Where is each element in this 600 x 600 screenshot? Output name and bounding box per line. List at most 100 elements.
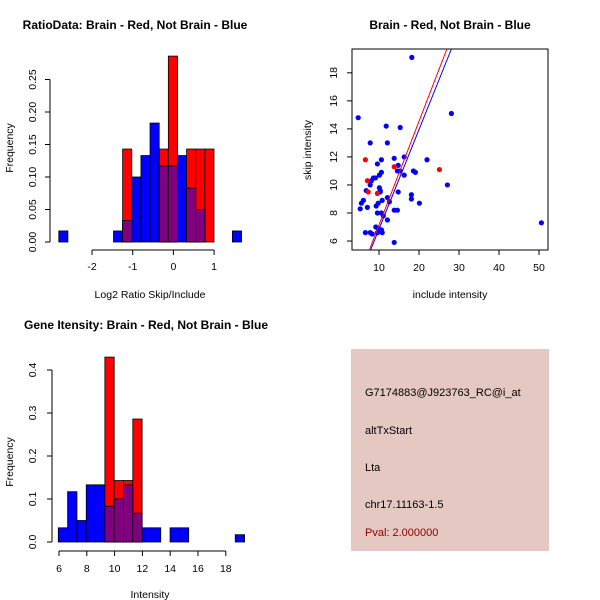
info-panel: G7174883@J923763_RC@i_at altTxStart Lta … [351,349,549,551]
not-brain-point [369,231,375,237]
not-brain-point [368,178,374,184]
not-brain-bar-5 [149,122,160,243]
y-tick-label: 12 [328,151,340,163]
not-brain-bar-8 [177,155,188,243]
y-tick-label: 0.1 [27,492,39,507]
not-brain-point [379,230,385,236]
y-tick-label: 0.05 [27,199,39,220]
not-brain-point [395,162,401,168]
not-brain-point [416,200,422,206]
not-brain-bar-4 [140,155,151,243]
not-brain-point [397,124,403,131]
x-tick-label: 1 [211,261,217,273]
not-brain-point [384,140,390,146]
gene-name: Lta [365,462,381,474]
not-brain-bar-0 [57,527,69,543]
gene-intensity-ylabel: Frequency [4,436,16,486]
event-type: altTxStart [365,425,412,437]
not-brain-point [383,123,389,129]
not-brain-bar-9 [141,527,152,543]
probe-id: G7174883@J923763_RC@i_at [365,387,521,399]
not-brain-bar-13 [234,534,245,543]
y-tick-label: 0.3 [27,406,39,421]
not-brain-point [364,204,370,210]
ratio-ylabel: Frequency [4,122,16,172]
not-brain-bar-2 [76,520,87,543]
overlap-bar-1 [158,165,169,243]
y-tick-label: 0.00 [27,232,39,253]
pval: Pval: 2.000000 [365,527,438,539]
info-background [351,349,549,551]
not-brain-point [357,206,363,212]
x-tick-label: -2 [87,261,96,273]
gene-intensity-histogram: Gene Itensity: Brain - Red, Not Brain - … [4,318,268,600]
brain-fit-line [368,48,448,251]
not-brain-point [409,54,415,61]
not-brain-point [378,157,384,163]
x-tick-label: 8 [84,563,90,575]
y-tick-label: 8 [328,210,340,216]
y-tick-label: 0.10 [27,167,39,188]
not-brain-point [376,172,382,178]
ratio-axes: 0.00 0.05 0.10 0.15 0.20 0.25 -2 -1 0 1 [27,69,217,273]
not-brain-point [412,169,418,175]
overlap-bar-2 [167,165,178,243]
y-tick-label: 0.25 [27,69,39,90]
not-brain-point [367,182,373,188]
scatter-title: Brain - Red, Not Brain - Blue [369,18,531,32]
not-brain-point [384,217,390,223]
x-tick-label: 16 [192,563,204,575]
scatter-xlabel: include intensity [413,289,488,301]
overlap-bar-2 [123,484,134,543]
x-tick-label: 6 [56,563,62,575]
y-tick-label: 0.4 [27,363,39,378]
not-brain-point [391,155,397,161]
brain-point [436,166,442,173]
not-brain-bar-3 [131,176,142,243]
y-tick-label: 14 [328,123,340,135]
x-tick-label: 50 [533,262,545,274]
gene-intensity-bars [57,356,245,543]
not-brain-point [373,203,379,209]
ratio-histogram: RatioData: Brain - Red, Not Brain - Blue… [4,18,248,301]
not-brain-point [379,197,385,203]
y-tick-label: 0.0 [27,535,39,550]
x-tick-label: 18 [220,563,232,575]
y-tick-label: 0.20 [27,102,39,123]
overlap-bar-3 [132,512,143,543]
scatter-marks [355,48,545,251]
brain-point [365,189,371,195]
y-tick-label: 6 [328,238,340,244]
not-brain-bar-1 [113,230,124,243]
overlap-bar-1 [113,498,124,543]
not-brain-point [444,182,450,188]
not-brain-bar-11 [231,230,242,243]
y-tick-label: 0.2 [27,449,39,464]
scatter-axes: 10 20 30 40 50 6 8 10 12 14 16 18 [328,67,545,274]
not-brain-point [408,196,414,202]
brain-point [362,157,368,163]
not-brain-bar-12 [178,527,190,543]
x-tick-label: 10 [373,262,385,274]
intensity-scatter: Brain - Red, Not Brain - Blue 10 20 30 40 50… [302,18,549,301]
brain-point [391,164,397,170]
not-brain-point [538,220,545,226]
not-brain-bar-4 [95,484,106,543]
y-tick-label: 16 [328,95,340,107]
x-tick-label: 20 [413,262,425,274]
x-tick-label: 0 [170,261,176,273]
not-brain-point [374,210,380,216]
x-tick-label: -1 [128,261,137,273]
overlap-bar-4 [195,209,206,243]
brain-point [364,178,370,184]
location: chr17.11163-1.5 [365,499,443,511]
brain-point [374,190,380,196]
x-tick-label: 40 [493,262,505,274]
not-brain-bar-11 [169,527,180,543]
not-brain-point [408,192,414,198]
gene-intensity-xlabel: Intensity [130,589,170,600]
not-brain-bar-3 [85,484,96,543]
overlap-bar-0 [104,505,115,543]
y-tick-label: 10 [328,179,340,191]
scatter-frame [351,48,549,251]
